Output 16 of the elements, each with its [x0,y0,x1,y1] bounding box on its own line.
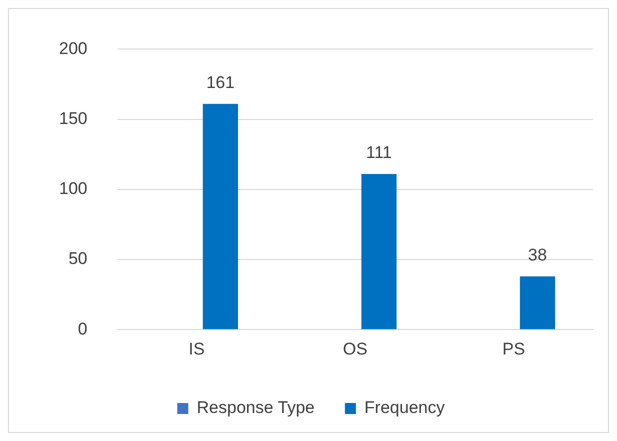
y-tick-label: 100 [58,179,88,198]
bar [202,104,238,330]
bar [520,276,556,330]
bar [361,174,397,330]
y-tick-label: 200 [58,38,88,58]
legend-label: Response Type [196,398,315,418]
y-tick-label: 50 [68,249,88,268]
x-tick-label: IS [188,339,205,358]
data-label: 161 [206,73,235,92]
x-tick-label: PS [502,339,526,358]
x-tick-label: OS [342,339,368,358]
legend-label: Frequency [364,398,446,418]
y-tick-label: 0 [78,319,88,338]
y-tick-label: 150 [58,108,88,128]
data-label: 111 [366,143,392,162]
data-label: 38 [528,246,547,265]
